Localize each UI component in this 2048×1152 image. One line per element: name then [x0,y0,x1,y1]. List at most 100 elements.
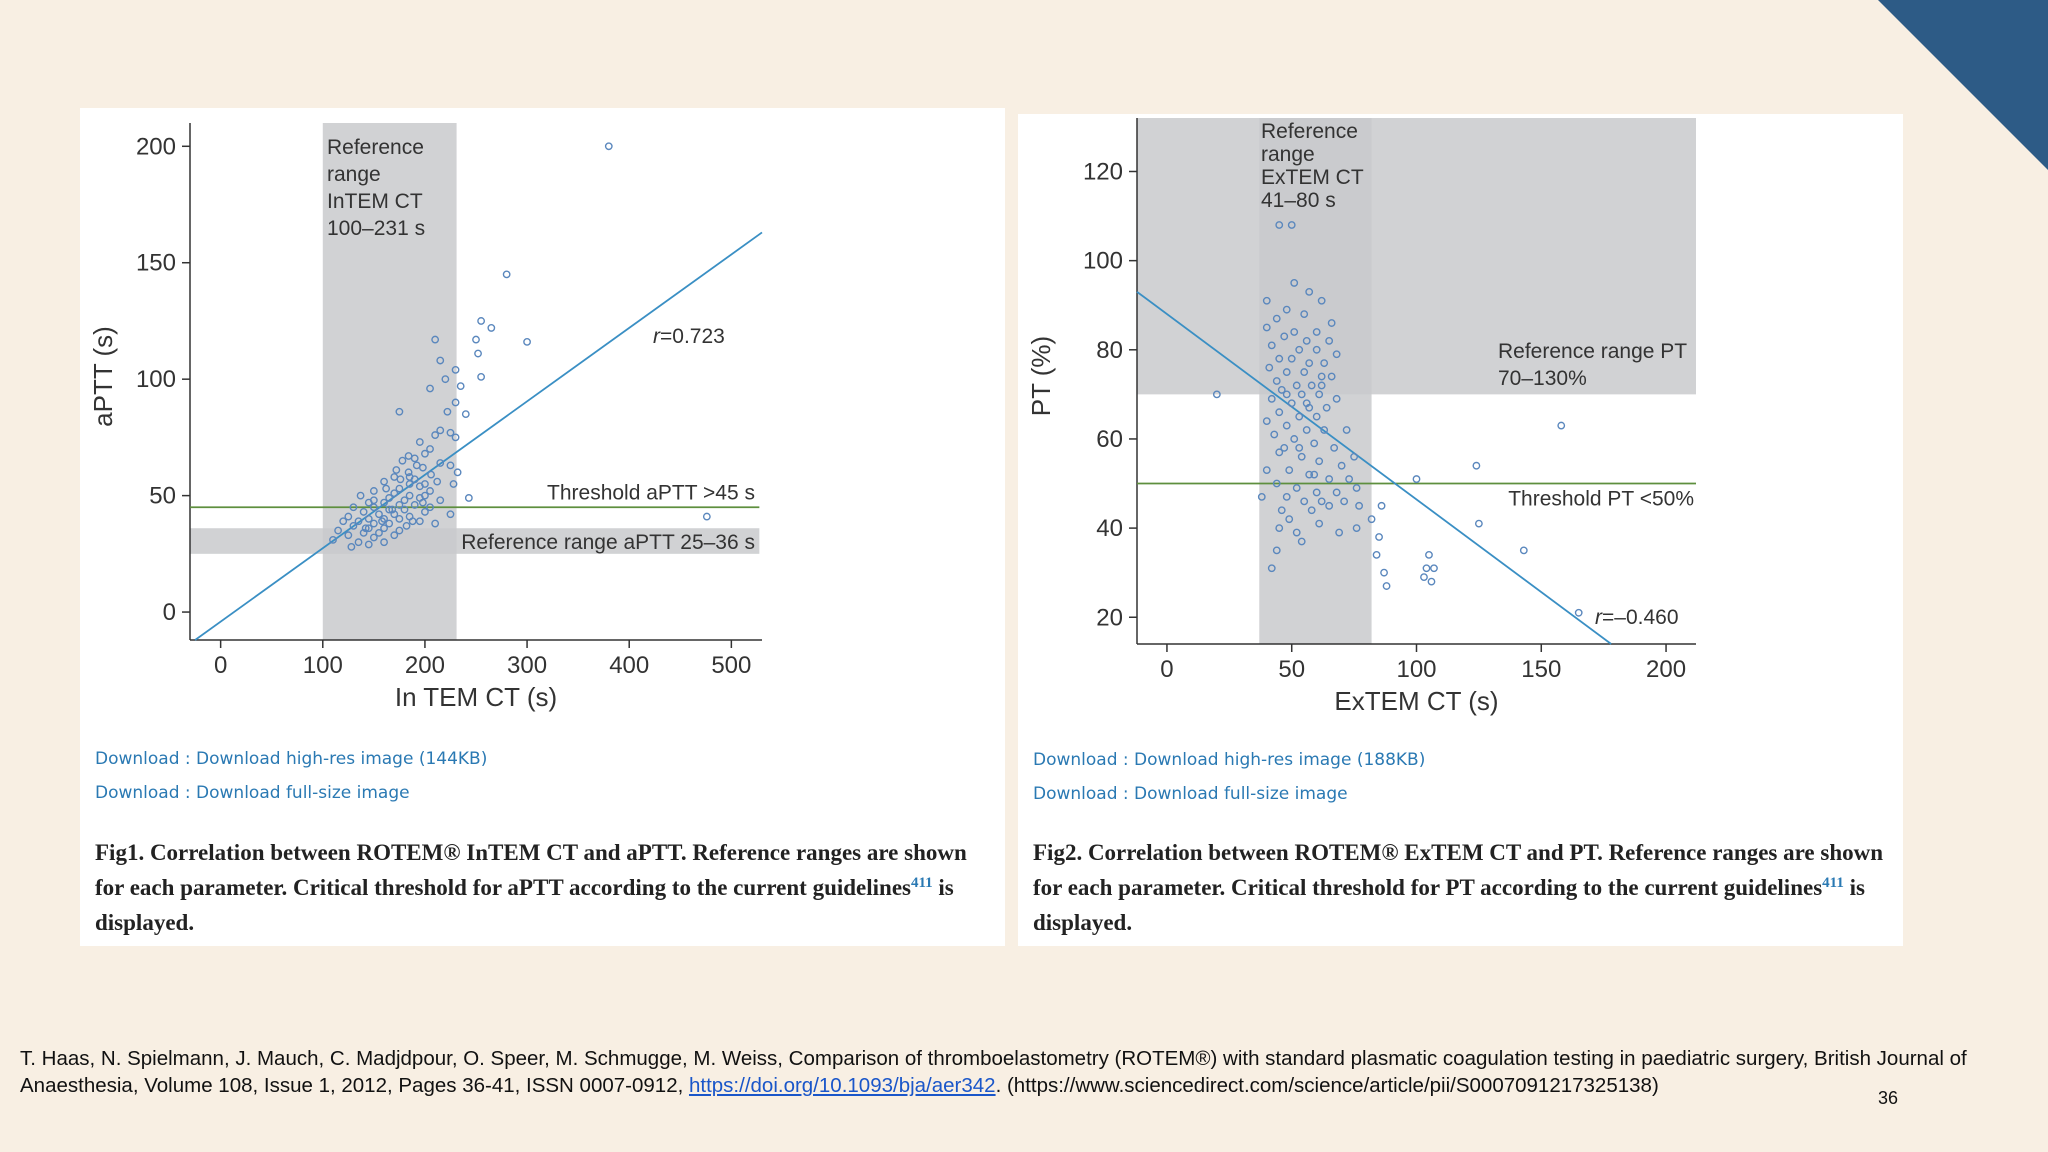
data-point [408,517,417,526]
correlation-value: =–0.460 [1602,606,1679,629]
data-point [436,496,445,505]
citation-link[interactable]: 411 [1822,875,1844,891]
data-point [1472,461,1481,470]
data-point [1267,341,1276,350]
data-point [390,489,399,498]
data-point [375,510,383,519]
data-point [1310,470,1319,479]
reference-band-horizontal [190,528,760,554]
data-point [1287,354,1296,363]
data-point [385,494,394,502]
data-point [1519,546,1528,555]
data-point [1302,399,1311,408]
data-point [436,459,445,467]
data-point [453,468,462,477]
data-point [405,473,414,481]
data-point [405,491,414,500]
x-tick-label: 300 [507,652,547,679]
x-tick-label: 0 [214,652,227,679]
data-point [1300,497,1309,506]
x-tick-label: 100 [1396,656,1436,683]
caption-text: Fig2. Correlation between ROTEM® ExTEM C… [1033,840,1884,900]
data-point [502,270,511,279]
citation-link[interactable]: 411 [910,875,933,891]
data-point [1265,363,1274,372]
data-point [1280,332,1289,341]
x-tick-label: 400 [609,652,649,679]
data-point [436,356,445,365]
data-point [415,438,424,446]
y-tick-label: 100 [136,366,176,393]
data-point [1430,564,1438,573]
data-point [464,494,473,502]
data-point [349,503,358,512]
data-point [1262,466,1271,475]
figure-1-panel: 0 100 200 300 400 500 0 50 100 150 200 In TEM CT (s… [80,108,1005,946]
data-point [354,538,363,547]
data-point [1355,501,1364,510]
data-point [1325,475,1334,483]
data-point [329,535,337,544]
data-point [1262,323,1271,332]
data-point [461,410,470,419]
figure-2-panel: 0 50 100 150 200 20 40 60 80 100 120 ExTEM CT (s) PT… [1018,114,1903,946]
data-point [396,475,405,484]
data-point [451,433,460,442]
corner-decoration [1878,0,2048,170]
data-point [1290,435,1299,443]
data-point [1382,582,1391,590]
x-tick-label: 200 [405,652,445,679]
correlation-symbol: r [1595,606,1603,629]
data-point [395,526,404,535]
data-point [364,524,373,533]
data-point [443,407,452,416]
data-point [446,510,455,519]
regression-line [1136,291,1612,645]
y-tick-label: 20 [1096,604,1123,631]
data-point [369,487,378,495]
vband-label-line: 100–231 s [327,217,425,240]
data-point [404,452,413,460]
reference-text-end: . (https://www.sciencedirect.com/science… [995,1074,1659,1097]
correlation-value: =0.723 [660,325,725,348]
vband-label-line: ExTEM CT [1261,166,1364,189]
y-tick-label: 60 [1096,426,1123,453]
reference-band-horizontal [1137,118,1696,395]
data-point [380,524,388,533]
data-point [1285,466,1294,475]
data-point [1287,399,1296,408]
data-point [1282,492,1291,501]
download-fullsize-link-2[interactable]: Download : Download full-size image [1033,784,1348,804]
download-fullsize-link-1[interactable]: Download : Download full-size image [95,783,410,803]
download-highres-link-1[interactable]: Download : Download high-res image (144K… [95,749,488,769]
vband-label-line: 41–80 s [1261,189,1336,212]
data-point [1305,359,1314,368]
data-point [1422,564,1431,573]
vband-label-line: Reference [327,136,424,159]
doi-link[interactable]: https://doi.org/10.1093/bja/aer342 [688,1074,996,1097]
y-tick-label: 80 [1096,337,1123,364]
threshold-label: Threshold PT <50% [1508,488,1694,511]
data-point [1297,452,1306,461]
download-highres-link-2[interactable]: Download : Download high-res image (188K… [1033,750,1426,770]
correlation-symbol: r [653,325,661,348]
data-point [395,484,404,493]
data-point [421,508,429,516]
data-point [451,365,460,374]
data-point [1342,426,1351,434]
data-point [441,375,450,384]
x-tick-label: 50 [1278,656,1305,683]
reference-text: T. Haas, N. Spielmann, J. Mauch, C. Madj… [20,1047,1967,1097]
data-point [1325,501,1334,510]
data-point [1302,336,1311,345]
y-tick-label: 120 [1083,158,1123,185]
data-point [1290,328,1299,336]
data-point [400,505,409,514]
y-tick-label: 150 [136,250,176,277]
data-point [1425,550,1433,559]
data-point [426,384,434,393]
x-tick-label: 500 [711,652,751,679]
data-point [1272,546,1281,555]
data-point [1317,296,1326,305]
data-point [1307,381,1316,390]
